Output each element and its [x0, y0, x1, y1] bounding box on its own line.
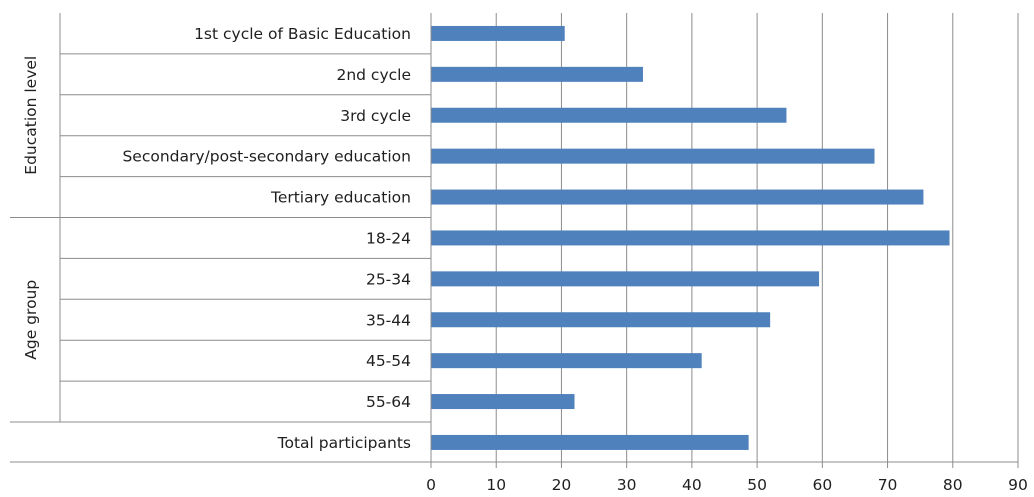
bar	[431, 353, 702, 369]
category-label: Secondary/post-secondary education	[122, 148, 411, 166]
bar	[431, 25, 565, 41]
category-label: 45-54	[366, 352, 411, 370]
x-axis-tick-labels: 0 10 20 30 40 50 60 70 80 90	[426, 476, 1028, 494]
bar	[431, 148, 875, 164]
bar	[431, 189, 924, 205]
category-label: 55-64	[366, 393, 411, 411]
bar	[431, 312, 771, 328]
x-tick-label: 70	[878, 476, 898, 494]
x-tick-label: 40	[682, 476, 702, 494]
category-labels: 1st cycle of Basic Education 2nd cycle 3rd…	[122, 25, 411, 452]
category-label: 18-24	[366, 229, 411, 247]
bar	[431, 434, 749, 450]
bars	[431, 25, 950, 450]
group-label: Education level	[22, 56, 40, 175]
category-label: Tertiary education	[270, 189, 411, 207]
category-label: 35-44	[366, 311, 411, 329]
bar	[431, 230, 950, 246]
category-label: 1st cycle of Basic Education	[194, 25, 411, 43]
group-label: Age group	[22, 280, 40, 360]
x-tick-label: 0	[426, 476, 436, 494]
x-tick-label: 60	[812, 476, 832, 494]
category-label: Total participants	[277, 434, 411, 452]
group-labels: Education level Age group	[22, 56, 40, 360]
x-tick-label: 30	[617, 476, 637, 494]
category-label: 3rd cycle	[340, 107, 411, 125]
bar	[431, 271, 820, 287]
category-label: 2nd cycle	[336, 66, 411, 84]
bar	[431, 107, 787, 123]
bar	[431, 394, 575, 410]
category-axis-frame	[10, 13, 1018, 468]
bar	[431, 66, 643, 82]
x-tick-label: 50	[747, 476, 767, 494]
category-label: 25-34	[366, 270, 411, 288]
x-tick-label: 90	[1008, 476, 1028, 494]
x-tick-label: 10	[486, 476, 506, 494]
x-tick-label: 80	[943, 476, 963, 494]
x-tick-label: 20	[552, 476, 572, 494]
